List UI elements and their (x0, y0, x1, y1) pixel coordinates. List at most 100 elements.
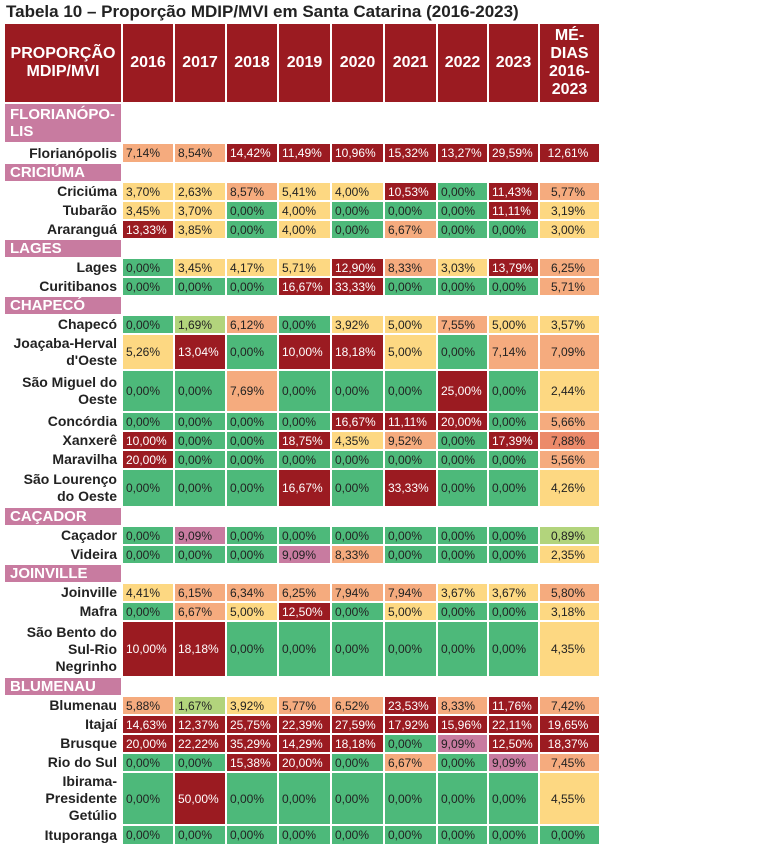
value-cell: 0,00% (436, 468, 489, 508)
empty-cell (330, 295, 385, 316)
row-label: Brusque (3, 733, 123, 754)
header-year: 2020 (330, 22, 385, 104)
value-cell: 0,00% (383, 544, 438, 565)
value-cell: 3,45% (173, 257, 227, 278)
value-cell: 15,96% (436, 714, 489, 735)
average-cell: 0,00% (538, 824, 601, 846)
row-label: Itajaí (3, 714, 123, 735)
value-cell: 29,59% (487, 142, 540, 164)
empty-cell (121, 238, 175, 259)
value-cell: 8,57% (225, 181, 279, 202)
empty-cell (277, 102, 332, 144)
value-cell: 0,00% (436, 430, 489, 451)
empty-cell (436, 295, 489, 316)
empty-cell (383, 102, 438, 144)
row-label: São Lourenço do Oeste (3, 468, 123, 508)
value-cell: 0,00% (121, 525, 175, 546)
value-cell: 0,00% (121, 411, 175, 432)
average-cell: 4,35% (538, 620, 601, 678)
empty-cell (277, 162, 332, 183)
row-label: Criciúma (3, 181, 123, 202)
row-label: Lages (3, 257, 123, 278)
empty-cell (277, 676, 332, 697)
value-cell: 14,63% (121, 714, 175, 735)
empty-cell (173, 563, 227, 584)
group-label: BLUMENAU (3, 676, 123, 697)
empty-cell (436, 676, 489, 697)
value-cell: 0,00% (487, 411, 540, 432)
value-cell: 0,00% (436, 620, 489, 678)
table-row: Lages 0,00% 3,45% 4,17% 5,71% 12,90% 8,33% 3,03… (3, 257, 601, 278)
empty-cell (277, 563, 332, 584)
empty-cell (538, 162, 601, 183)
value-cell: 0,00% (173, 449, 227, 470)
value-cell: 20,00% (277, 752, 332, 773)
value-cell: 0,00% (277, 620, 332, 678)
value-cell: 7,55% (436, 314, 489, 335)
value-cell: 0,00% (383, 824, 438, 846)
empty-cell (173, 102, 227, 144)
value-cell: 10,00% (277, 333, 332, 371)
value-cell: 0,00% (436, 824, 489, 846)
value-cell: 22,22% (173, 733, 227, 754)
value-cell: 0,00% (173, 468, 227, 508)
value-cell: 0,00% (436, 525, 489, 546)
value-cell: 5,71% (277, 257, 332, 278)
value-cell: 0,00% (225, 824, 279, 846)
value-cell: 50,00% (173, 771, 227, 826)
table-row: Brusque 20,00% 22,22% 35,29% 14,29% 18,18% 0,0… (3, 733, 601, 754)
value-cell: 22,11% (487, 714, 540, 735)
value-cell: 4,00% (277, 219, 332, 240)
header-averages: MÉ-DIAS 2016-2023 (538, 22, 601, 104)
header-year: 2021 (383, 22, 438, 104)
empty-cell (173, 162, 227, 183)
empty-cell (383, 295, 438, 316)
table-row: Criciúma 3,70% 2,63% 8,57% 5,41% 4,00% 10,53% 0… (3, 181, 601, 202)
value-cell: 11,11% (383, 411, 438, 432)
value-cell: 0,00% (436, 219, 489, 240)
empty-cell (436, 102, 489, 144)
value-cell: 0,00% (277, 824, 332, 846)
group-label: CHAPECÓ (3, 295, 123, 316)
average-cell: 5,77% (538, 181, 601, 202)
value-cell: 33,33% (330, 276, 385, 297)
value-cell: 3,03% (436, 257, 489, 278)
empty-cell (173, 238, 227, 259)
empty-cell (538, 506, 601, 527)
value-cell: 0,00% (330, 824, 385, 846)
group-label: CAÇADOR (3, 506, 123, 527)
value-cell: 0,00% (121, 468, 175, 508)
table-row: Mafra 0,00% 6,67% 5,00% 12,50% 0,00% 5,00% 0,00… (3, 601, 601, 622)
value-cell: 12,90% (330, 257, 385, 278)
value-cell: 0,00% (330, 369, 385, 413)
group-row: CHAPECÓ (3, 295, 601, 316)
empty-cell (225, 162, 279, 183)
value-cell: 3,67% (436, 582, 489, 603)
proportion-table: PROPORÇÃO MDIP/MVI 2016 2017 2018 2019 2… (3, 22, 601, 846)
value-cell: 0,00% (487, 369, 540, 413)
value-cell: 12,50% (277, 601, 332, 622)
empty-cell (383, 162, 438, 183)
empty-cell (436, 506, 489, 527)
row-label: São Miguel do Oeste (3, 369, 123, 413)
value-cell: 18,18% (173, 620, 227, 678)
group-row: FLORIANÓPO-LIS (3, 102, 601, 144)
average-cell: 5,56% (538, 449, 601, 470)
header-year: 2022 (436, 22, 489, 104)
group-row: CRICIÚMA (3, 162, 601, 183)
value-cell: 3,45% (121, 200, 175, 221)
value-cell: 0,00% (225, 620, 279, 678)
value-cell: 11,43% (487, 181, 540, 202)
empty-cell (277, 295, 332, 316)
average-cell: 5,80% (538, 582, 601, 603)
empty-cell (487, 506, 540, 527)
value-cell: 0,00% (436, 601, 489, 622)
table-row: Caçador 0,00% 9,09% 0,00% 0,00% 0,00% 0,00% 0,0… (3, 525, 601, 546)
value-cell: 17,39% (487, 430, 540, 451)
average-cell: 0,89% (538, 525, 601, 546)
value-cell: 5,00% (383, 333, 438, 371)
row-label: Ibirama-Presidente Getúlio (3, 771, 123, 826)
header-year: 2023 (487, 22, 540, 104)
empty-cell (277, 506, 332, 527)
value-cell: 4,35% (330, 430, 385, 451)
